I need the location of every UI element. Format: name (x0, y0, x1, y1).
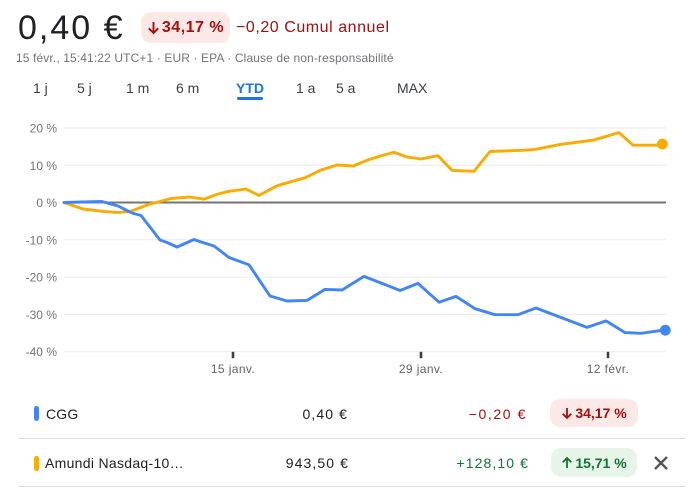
svg-text:-20 %: -20 % (26, 271, 58, 285)
svg-text:20 %: 20 % (30, 122, 58, 136)
svg-text:15 janv.: 15 janv. (211, 362, 255, 376)
svg-text:0 %: 0 % (36, 196, 57, 210)
svg-text:-10 %: -10 % (26, 233, 58, 247)
svg-text:29 janv.: 29 janv. (399, 362, 443, 376)
svg-text:12 févr.: 12 févr. (587, 362, 630, 376)
svg-text:10 %: 10 % (30, 159, 58, 173)
svg-text:-30 %: -30 % (26, 308, 58, 322)
svg-text:-40 %: -40 % (26, 345, 58, 359)
